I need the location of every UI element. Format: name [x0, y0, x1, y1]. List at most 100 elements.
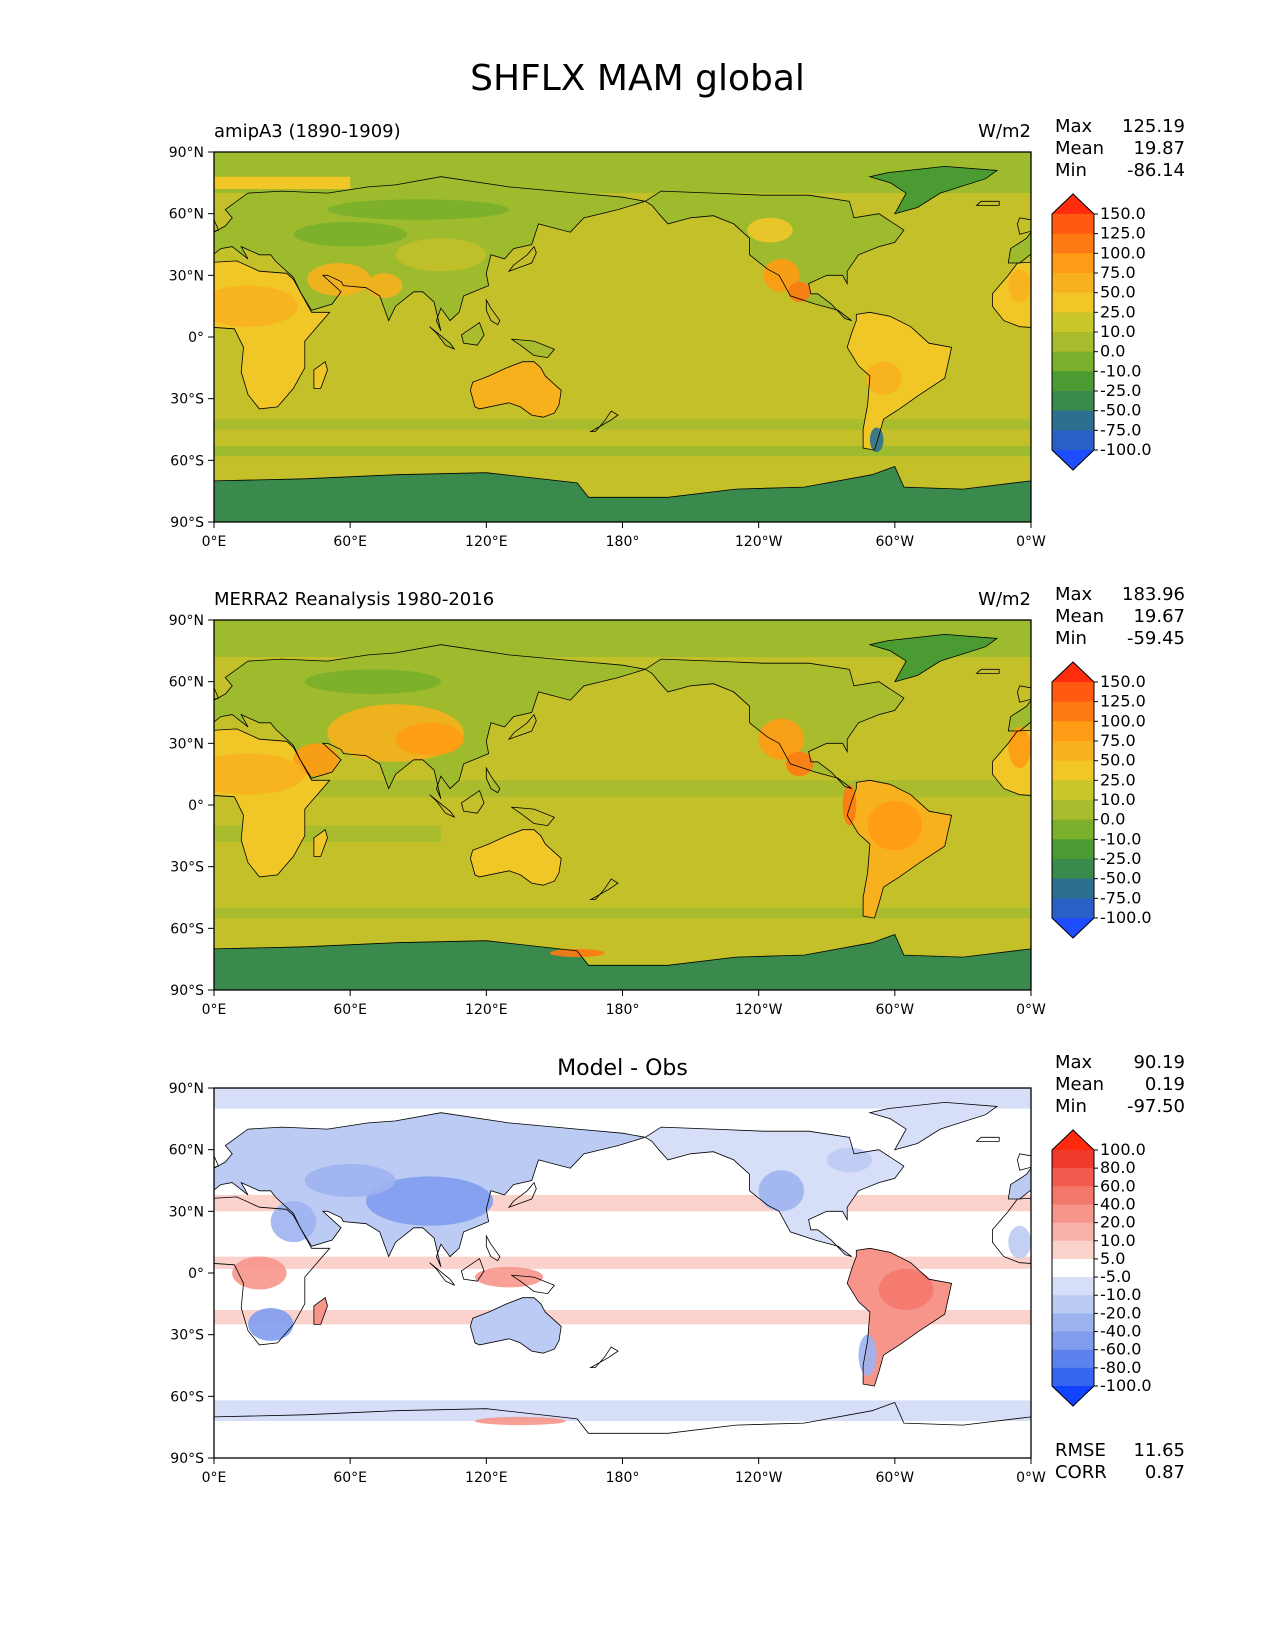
colorbar-segment — [1052, 292, 1094, 313]
y-tick-label: 90°N — [169, 613, 204, 629]
field-antarctica — [214, 934, 1031, 990]
x-tick-label: 60°W — [875, 1470, 914, 1486]
x-tick-label: 0°W — [1016, 1002, 1046, 1018]
stat-value: 19.87 — [1133, 138, 1185, 159]
coastline-philippines — [485, 298, 501, 326]
coastline-africa — [214, 1196, 331, 1346]
field-madagascar — [313, 829, 328, 857]
coastline-borneo — [460, 1257, 485, 1282]
field-anomaly — [395, 722, 464, 756]
stat-value: -86.14 — [1126, 160, 1185, 181]
panel-units: W/m2 — [978, 121, 1031, 142]
y-tick-label: 90°S — [170, 1451, 204, 1467]
coastline-japan — [507, 1181, 537, 1209]
colorbar-segment — [1052, 1150, 1094, 1169]
coastline-japan — [507, 713, 537, 741]
stat-rmse: RMSE 11.65 — [1055, 1440, 1185, 1462]
coastline-iceland — [160, 669, 183, 673]
y-tick-label: 0° — [188, 330, 204, 346]
coastline-sumatra — [429, 794, 455, 818]
coastline-sumatra — [429, 326, 455, 350]
field-australia — [470, 361, 562, 418]
y-tick-label: 0° — [188, 798, 204, 814]
stat-min: Min -59.45 — [1055, 628, 1185, 650]
field-antarctica — [214, 466, 1031, 522]
x-tick-label: 120°E — [465, 534, 508, 550]
field-anomaly — [327, 199, 510, 220]
x-tick-label: 120°W — [735, 534, 783, 550]
field-anomaly — [842, 784, 857, 826]
colorbar: 150.0125.0100.075.050.025.010.00.0-10.0-… — [1051, 661, 1152, 939]
coastline-newguinea — [511, 1274, 556, 1295]
field-madagascar — [313, 1297, 328, 1325]
colorbar-extend-top — [1052, 1130, 1094, 1150]
coastline-iceland — [975, 200, 1000, 206]
coastline-africa — [214, 260, 331, 410]
y-tick-label: 90°N — [169, 1081, 204, 1097]
colorbar-label: -10.0 — [1100, 361, 1141, 380]
field-anomaly — [304, 669, 441, 694]
x-tick-label: 0°W — [1016, 534, 1046, 550]
coastline-newguinea — [511, 806, 556, 827]
field-eurasia — [1008, 232, 1031, 263]
colorbar-label: -100.0 — [1100, 1376, 1152, 1395]
y-tick-label: 30°N — [169, 1204, 204, 1220]
coastline-eurasia — [214, 644, 646, 799]
colorbar: 100.080.060.040.020.010.05.0-5.0-10.0-20… — [1051, 1129, 1152, 1407]
colorbar-label: -25.0 — [1100, 381, 1141, 400]
x-tick-label: 120°W — [735, 1470, 783, 1486]
y-tick-label: 60°S — [170, 1389, 204, 1405]
field-anomaly — [232, 1256, 287, 1290]
colorbar-segment — [1052, 371, 1094, 392]
colorbar-segment — [1052, 1295, 1094, 1314]
field-anomaly — [867, 800, 923, 851]
x-tick-label: 0°E — [202, 1002, 227, 1018]
coastline-uk — [214, 1155, 220, 1168]
y-tick-label: 30°S — [170, 1328, 204, 1344]
y-tick-label: 60°S — [170, 921, 204, 937]
colorbar-segment — [1052, 1204, 1094, 1224]
coastline-nz — [589, 878, 619, 901]
colorbar-segment — [1052, 1367, 1094, 1387]
stat-value: -59.45 — [1126, 628, 1185, 649]
field-anomaly — [395, 238, 487, 272]
coastline-madagascar — [313, 1297, 328, 1325]
colorbar-label: -10.0 — [1100, 1285, 1141, 1304]
stat-label: Max — [1055, 116, 1093, 137]
colorbar-label: 20.0 — [1100, 1213, 1136, 1232]
field-australia — [470, 1297, 562, 1354]
colorbar-segment — [1052, 878, 1094, 899]
coastline-madagascar — [313, 829, 328, 857]
colorbar-label: 75.0 — [1100, 263, 1136, 282]
colorbar-label: -60.0 — [1100, 1340, 1141, 1359]
y-tick-label: 60°N — [169, 207, 204, 223]
coastline-greenland — [868, 633, 999, 683]
y-tick-label: 30°N — [169, 268, 204, 284]
map-plot: 90°N 60°N 30°N 0° 30°S 60°S 90°S 0°E 60°E 120°E 18… — [169, 1081, 1152, 1486]
colorbar-label: 0.0 — [1100, 810, 1125, 829]
colorbar-label: 60.0 — [1100, 1176, 1136, 1195]
field-band — [214, 445, 1031, 457]
colorbar-label: 10.0 — [1100, 322, 1136, 341]
stat-value: 90.19 — [1133, 1052, 1185, 1073]
stat-label: Min — [1055, 1096, 1087, 1117]
x-tick-label: 120°E — [465, 1002, 508, 1018]
field-anomaly — [214, 753, 305, 795]
coastline-eurasia — [1007, 1167, 1031, 1200]
colorbar-segment — [1052, 1277, 1094, 1296]
stat-mean: Mean 19.67 — [1055, 606, 1185, 628]
x-tick-label: 0°E — [202, 1470, 227, 1486]
x-tick-label: 180° — [606, 1002, 640, 1018]
x-tick-label: 180° — [606, 1470, 640, 1486]
field-anomaly — [270, 1201, 317, 1243]
field-madagascar — [313, 361, 328, 389]
field-eurasia — [1008, 700, 1031, 731]
colorbar-label: 75.0 — [1100, 731, 1136, 750]
colorbar-label: -20.0 — [1100, 1303, 1141, 1322]
x-tick-label: 0°E — [202, 534, 227, 550]
panel-difference: Model - Obs Max 90.19 Mean 0.19 Min -97.50 … — [0, 1046, 1275, 1486]
colorbar-segment — [1052, 800, 1094, 821]
x-tick-label: 0°W — [1016, 1470, 1046, 1486]
colorbar-label: 125.0 — [1100, 224, 1146, 243]
coastline-uk — [1016, 1153, 1031, 1171]
